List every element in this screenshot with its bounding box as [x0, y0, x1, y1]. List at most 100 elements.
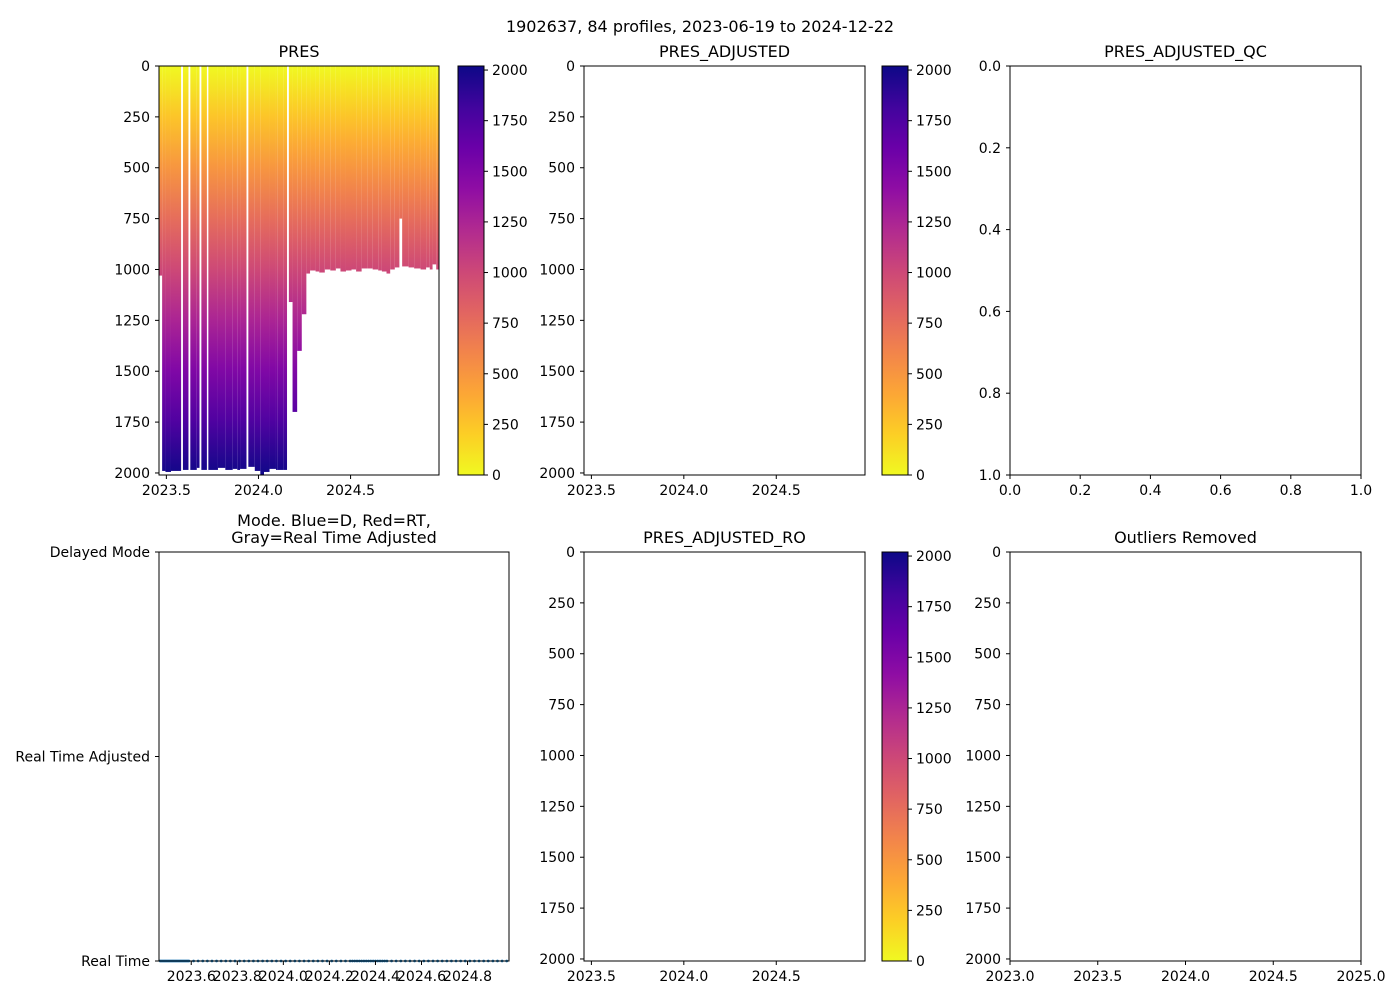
pres-profile-column — [429, 66, 433, 270]
pres-profile-column — [324, 66, 331, 270]
pres-profile-column — [264, 66, 270, 472]
pres-adjusted-colorbar-tick-label: 0 — [916, 468, 925, 484]
pres-adjusted-ro-colorbar-frame — [881, 551, 909, 962]
pres-adjusted-x-tick-label: 2024.0 — [659, 483, 708, 499]
pres-profile-column — [402, 66, 409, 267]
pres-adjusted-x-tick-label: 2024.5 — [752, 483, 801, 499]
outliers-removed-title: Outliers Removed — [1114, 528, 1257, 547]
pres-profile-column — [254, 66, 261, 471]
pres-adjusted-qc-y-tick-label: 0.4 — [979, 223, 1001, 239]
pres-y-tick-label: 0 — [141, 59, 150, 75]
pres-profile-column — [390, 66, 395, 270]
pres-adjusted-ro-colorbar-tick-label: 1000 — [916, 752, 952, 768]
pres-profile-column — [315, 66, 320, 272]
pres-adjusted-qc-y-tick-label: 1.0 — [979, 468, 1001, 484]
pres-axes: 2023.5 2024.0 2024.5 0 250 500 750 1000 1250 1500… — [114, 59, 375, 499]
pres-colorbar-tick-label: 750 — [492, 316, 519, 332]
pres-colorbar-tick-label: 2000 — [492, 63, 528, 79]
pres-y-tick-label: 250 — [123, 110, 150, 126]
mode-title-line: Mode. Blue=D, Red=RT, — [237, 511, 431, 530]
pres-adjusted-ro-x-tick-label: 2024.5 — [752, 969, 801, 985]
pres-profile-column — [260, 66, 264, 475]
pres-y-tick-label: 1750 — [114, 415, 150, 431]
pres-profile-column — [275, 66, 278, 470]
pres-profile-column — [301, 66, 307, 315]
pres-adjusted-ro-y-tick-label: 750 — [548, 698, 575, 714]
mode-x-tick-label: 2024.0 — [259, 969, 308, 985]
pres-profile-column — [225, 66, 233, 470]
pres-adjusted-y-tick-label: 0 — [566, 59, 575, 75]
pres-adjusted-ro-x-tick-label: 2023.5 — [567, 969, 616, 985]
pres-colorbar-frame — [457, 65, 485, 476]
pres-adjusted-qc-x-tick-label: 0.8 — [1280, 483, 1302, 499]
pres-adjusted-qc-frame — [1009, 65, 1362, 476]
pres-profile-column — [240, 66, 247, 469]
pres-x-tick-label: 2024.0 — [234, 483, 283, 499]
pres-colorbar-tick-label: 1000 — [492, 266, 528, 282]
pres-adjusted-qc-axes: 0.0 0.2 0.4 0.6 0.8 1.0 1.0 0.8 0.6 0.4 0.2 0.0 — [979, 59, 1372, 499]
pres-colorbar-tick-label: 250 — [492, 417, 519, 433]
pres-adjusted-y-tick-label: 1750 — [539, 415, 575, 431]
pres-adjusted-y-tick-label: 1250 — [539, 313, 575, 329]
pres-profile-column — [340, 66, 346, 272]
pres-colorbar — [458, 66, 484, 475]
outliers-removed-y-tick-label: 1250 — [965, 799, 1001, 815]
pres-y-tick-label: 750 — [123, 212, 150, 228]
pres-adjusted-axes: 2023.5 2024.0 2024.5 0 250 500 750 1000 1250 1500… — [539, 59, 800, 499]
pres-adjusted-qc-x-tick-label: 0.6 — [1209, 483, 1231, 499]
pres-x-tick-label: 2024.5 — [326, 483, 375, 499]
pres-adjusted-ro-colorbar-tick-label: 0 — [916, 954, 925, 970]
pres-profile-column — [345, 66, 352, 271]
pres-adjusted-qc-title: PRES_ADJUSTED_QC — [1104, 42, 1267, 62]
pres-adjusted-ro-x-tick-label: 2024.0 — [659, 969, 708, 985]
mode-title-line: Gray=Real Time Adjusted — [231, 528, 437, 547]
pres-profile-column — [420, 66, 427, 270]
pres-profile-column — [386, 66, 391, 274]
pres-adjusted-ro-y-tick-label: 250 — [548, 596, 575, 612]
pres-adjusted-colorbar-tick-label: 1500 — [916, 164, 952, 180]
pres-adjusted-ro-y-tick-label: 1250 — [539, 799, 575, 815]
pres-profile-column — [408, 66, 415, 268]
pres-adjusted-ro-y-tick-label: 1000 — [539, 748, 575, 764]
pres-colorbar-tick-label: 0 — [492, 468, 501, 484]
pres-profile-column — [208, 66, 212, 470]
pres-adjusted-colorbar-tick-label: 750 — [916, 316, 943, 332]
pres-adjusted-ro-colorbar-tick-label: 1500 — [916, 650, 952, 666]
pres-adjusted-colorbar-tick-label: 250 — [916, 417, 943, 433]
pres-y-tick-label: 1500 — [114, 364, 150, 380]
pres-adjusted-ro-colorbar — [882, 552, 908, 961]
pres-adjusted-qc-x-tick-label: 0.4 — [1139, 483, 1161, 499]
pres-profile-column — [182, 66, 189, 470]
pres-frame — [158, 65, 440, 476]
pres-adjusted-ro-frame — [583, 551, 866, 962]
pres-profile-column — [432, 66, 437, 265]
pres-adjusted-ro-colorbar-tick-label: 500 — [916, 853, 943, 869]
pres-profile-column — [170, 66, 182, 471]
mode-x-tick-label: 2024.8 — [443, 969, 492, 985]
outliers-removed-y-tick-label: 1500 — [965, 850, 1001, 866]
pres-profile-column — [159, 66, 163, 276]
pres-profile-column — [399, 66, 403, 219]
pres-adjusted-qc-x-tick-label: 0.0 — [999, 483, 1021, 499]
mode-y-tick-label: Real Time — [81, 954, 150, 970]
pres-adjusted-y-tick-label: 1000 — [539, 262, 575, 278]
pres-profile-column — [306, 66, 311, 274]
figure-title: 1902637, 84 profiles, 2023-06-19 to 2024… — [506, 17, 894, 36]
pres-adjusted-qc-y-tick-label: 0.0 — [979, 59, 1001, 75]
pres-profile-column — [356, 66, 362, 272]
pres-adjusted-colorbar-frame — [881, 65, 909, 476]
pres-adjusted-colorbar-tick-label: 1750 — [916, 114, 952, 130]
pres-profile-column — [335, 66, 341, 269]
pres-profile-column — [394, 66, 400, 268]
pres-profile-column — [232, 66, 238, 469]
pres-adjusted-colorbar-tick-label: 1000 — [916, 266, 952, 282]
pres-adjusted-ro-colorbar-tick-label: 250 — [916, 903, 943, 919]
pres-profile-column — [414, 66, 421, 269]
pres-adjusted-y-tick-label: 1500 — [539, 364, 575, 380]
pres-adjusted-ro-axes: 2023.5 2024.0 2024.5 0 250 500 750 1000 1250 1500… — [539, 545, 800, 985]
pres-colorbar-tick-label: 1750 — [492, 114, 528, 130]
pres-adjusted-y-tick-label: 2000 — [539, 466, 575, 482]
mode-x-tick-label: 2024.2 — [305, 969, 354, 985]
pres-y-tick-label: 1000 — [114, 262, 150, 278]
